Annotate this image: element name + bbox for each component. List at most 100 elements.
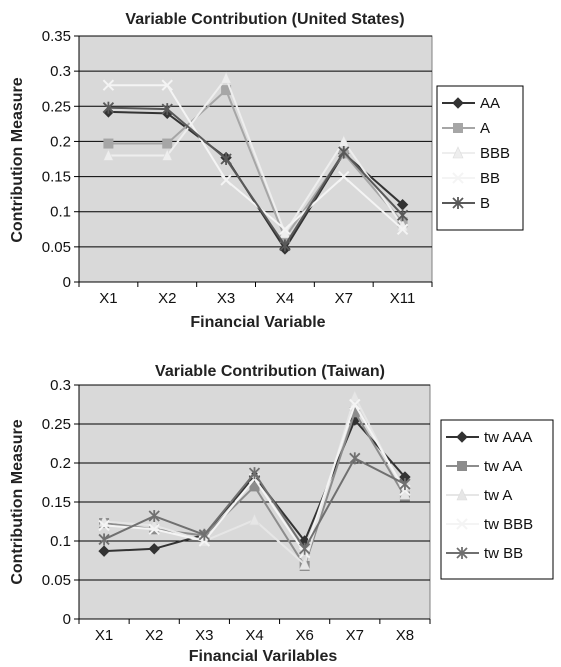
data-point bbox=[396, 223, 409, 235]
y-axis-title: Contribution Measure bbox=[9, 419, 26, 584]
legend-item: AA bbox=[442, 95, 500, 112]
series-line bbox=[108, 84, 404, 231]
data-point bbox=[148, 543, 160, 555]
data-point bbox=[161, 103, 173, 116]
series-bbb bbox=[102, 71, 409, 239]
x-tick-label: X11 bbox=[390, 290, 416, 307]
legend-item: BBB bbox=[442, 145, 510, 162]
legend-marker bbox=[456, 518, 468, 530]
x-tick-label: X4 bbox=[245, 627, 263, 644]
legend-label: tw AAA bbox=[484, 429, 532, 446]
data-point bbox=[162, 138, 173, 149]
y-tick-label: 0.2 bbox=[50, 133, 71, 150]
data-point bbox=[349, 452, 361, 465]
series-line bbox=[108, 88, 404, 240]
y-tick-label: 0.15 bbox=[42, 494, 71, 511]
data-point bbox=[198, 528, 210, 541]
data-point bbox=[249, 513, 260, 526]
x-axis-ticks: X1 X2 X3 X4 X6 X7 X8 bbox=[78, 618, 431, 644]
x-axis-ticks: X1 X2 X3 X4 X7 X11 bbox=[78, 281, 433, 307]
y-tick-label: 0.05 bbox=[42, 572, 71, 589]
data-point bbox=[399, 478, 411, 491]
x-tick-label: X2 bbox=[145, 627, 163, 644]
x-tick-label: X3 bbox=[217, 290, 235, 307]
data-point bbox=[161, 148, 173, 161]
legend-marker bbox=[452, 146, 464, 159]
data-point bbox=[98, 545, 110, 557]
y-axis-ticks: 0 0.05 0.1 0.15 0.2 0.25 0.3 0.35 bbox=[42, 28, 80, 291]
y-tick-label: 0.1 bbox=[50, 533, 71, 550]
legend-label: tw BBB bbox=[484, 516, 533, 533]
y-tick-label: 0.15 bbox=[42, 169, 71, 186]
x-tick-label: X7 bbox=[346, 627, 364, 644]
x-tick-label: X2 bbox=[158, 290, 176, 307]
legend-marker bbox=[452, 97, 464, 109]
data-point bbox=[299, 542, 311, 555]
legend-item: tw BBB bbox=[446, 516, 533, 533]
data-point bbox=[338, 170, 350, 183]
gridlines bbox=[79, 35, 432, 248]
data-point bbox=[148, 523, 160, 536]
data-point bbox=[396, 209, 409, 222]
data-point bbox=[220, 174, 232, 186]
legend-label: A bbox=[480, 120, 490, 137]
legend-label: BB bbox=[480, 170, 500, 187]
legend-item: A bbox=[442, 120, 490, 137]
x-tick-label: X1 bbox=[95, 627, 113, 644]
x-axis-title: Financial Variable bbox=[190, 314, 325, 331]
data-point bbox=[221, 85, 232, 96]
legend-label: tw A bbox=[484, 487, 512, 504]
legend-marker bbox=[456, 547, 468, 559]
chart-united-states: Variable Contribution (United States) 00… bbox=[9, 11, 524, 331]
series-line bbox=[108, 76, 404, 236]
legend-item: B bbox=[442, 195, 490, 212]
y-tick-label: 0.1 bbox=[50, 204, 71, 221]
y-tick-label: 0.25 bbox=[42, 98, 71, 115]
legend-label: tw BB bbox=[484, 545, 523, 562]
legend-item: tw A bbox=[446, 487, 512, 504]
legend-marker bbox=[452, 197, 464, 209]
y-tick-label: 0.25 bbox=[42, 416, 71, 433]
chart-title: Variable Contribution (United States) bbox=[125, 11, 404, 28]
legend-marker bbox=[457, 461, 467, 471]
series-tw-bb bbox=[98, 452, 411, 555]
legend: tw AAA tw AA tw A tw BBB tw BB bbox=[440, 419, 554, 580]
legend-item: tw AAA bbox=[446, 429, 532, 446]
data-point bbox=[279, 223, 291, 235]
x-tick-label: X6 bbox=[295, 627, 313, 644]
data-point bbox=[220, 71, 232, 84]
series-group bbox=[98, 389, 411, 571]
y-tick-label: 0.3 bbox=[50, 377, 71, 394]
chart-taiwan: Variable Contribution (Taiwan) 00.050.10… bbox=[9, 363, 554, 665]
data-point bbox=[349, 398, 361, 411]
legend-label: B bbox=[480, 195, 490, 212]
x-tick-label: X8 bbox=[396, 627, 414, 644]
legend-item: tw BB bbox=[446, 545, 523, 562]
data-point bbox=[248, 467, 261, 480]
data-point bbox=[279, 239, 291, 252]
legend-label: BBB bbox=[480, 145, 510, 162]
legend-box bbox=[436, 85, 524, 231]
data-point bbox=[161, 79, 173, 91]
y-tick-label: 0.2 bbox=[50, 455, 71, 472]
data-point bbox=[349, 389, 361, 403]
y-tick-label: 0.35 bbox=[42, 28, 71, 45]
data-point bbox=[299, 557, 311, 570]
legend-item: BB bbox=[442, 170, 500, 187]
data-point bbox=[98, 533, 110, 546]
x-tick-label: X1 bbox=[99, 290, 117, 307]
data-point bbox=[98, 519, 110, 532]
series-bb bbox=[102, 79, 409, 235]
legend-marker bbox=[456, 488, 468, 501]
y-tick-label: 0.05 bbox=[42, 239, 71, 256]
legend-marker bbox=[453, 123, 463, 133]
legend-marker bbox=[456, 431, 468, 443]
legend-label: AA bbox=[480, 95, 500, 112]
data-point bbox=[148, 510, 160, 523]
y-tick-label: 0.3 bbox=[50, 63, 71, 80]
data-point bbox=[102, 148, 114, 161]
x-tick-label: X4 bbox=[276, 290, 294, 307]
data-point bbox=[102, 79, 115, 91]
